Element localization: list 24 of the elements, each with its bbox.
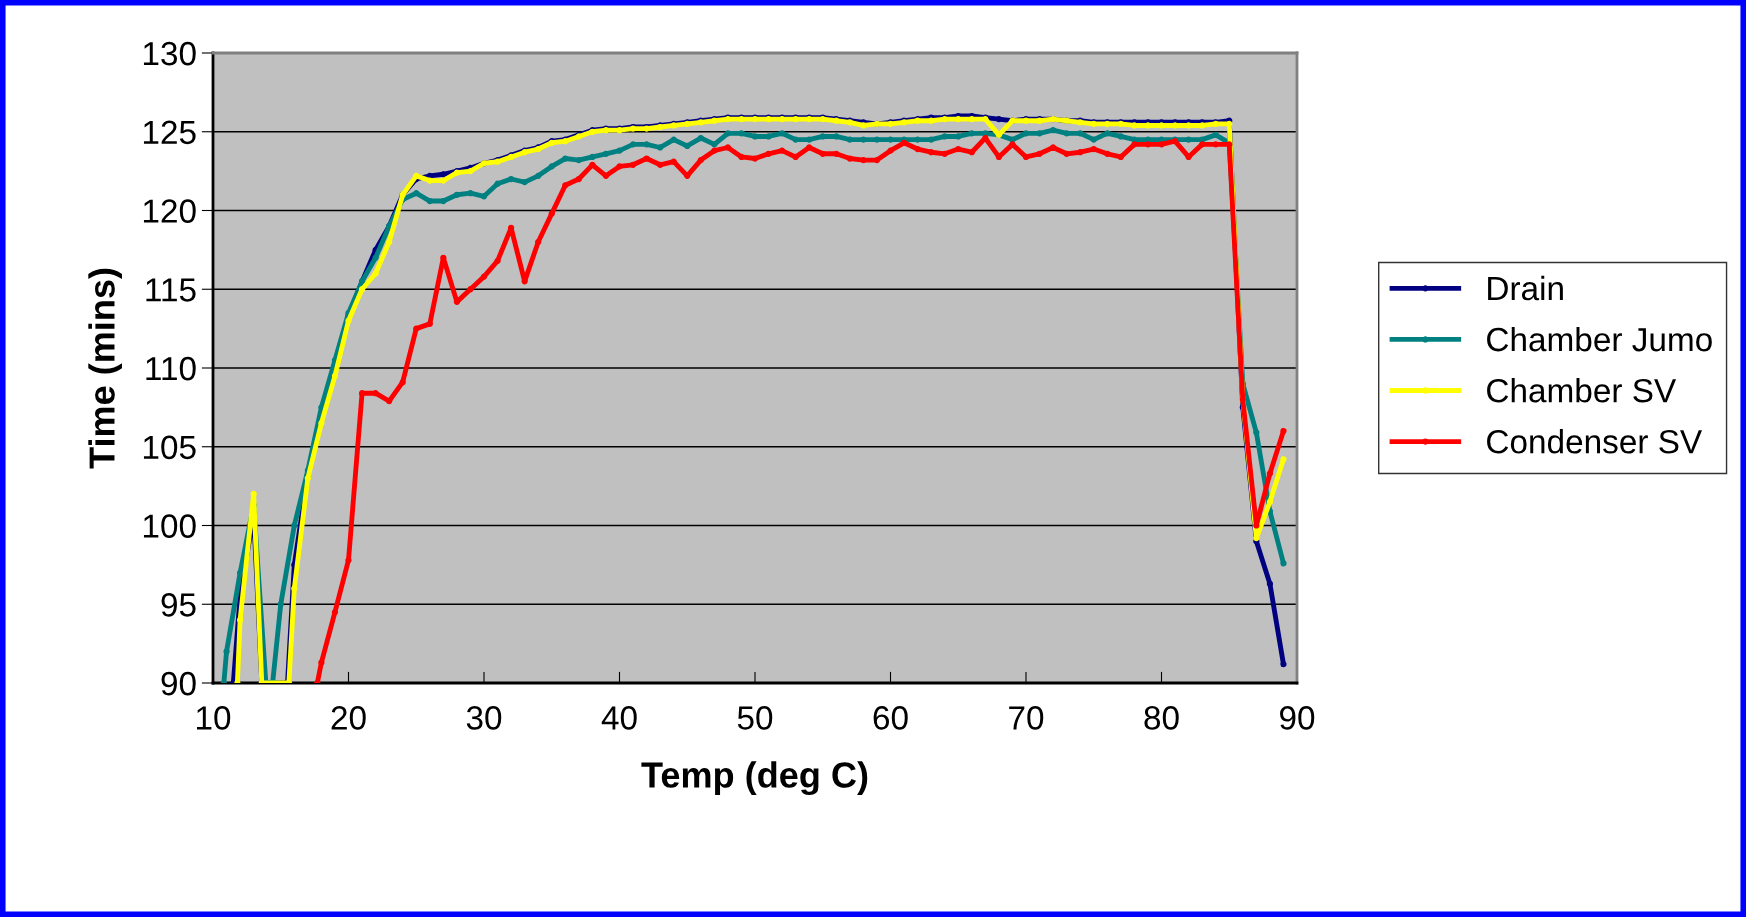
y-tick-label: 120 [143, 199, 196, 223]
y-axis-title: Time (mins) [88, 268, 122, 469]
x-tick-label: 40 [601, 706, 637, 730]
x-axis-title: Temp (deg C) [641, 761, 868, 796]
y-tick-label: 95 [161, 593, 196, 617]
x-tick-label: 10 [197, 706, 231, 730]
legend-label: Chamber Jumo [1487, 326, 1712, 352]
x-tick-label: 70 [1009, 706, 1044, 730]
x-tick-label: 80 [1144, 706, 1179, 730]
x-tick-label: 60 [873, 706, 908, 730]
legend-label: Chamber SV [1487, 378, 1677, 403]
x-tick-label: 50 [737, 706, 773, 730]
y-tick-label: 115 [146, 278, 196, 302]
y-tick-label: 105 [143, 435, 196, 460]
y-tick-label: 130 [143, 41, 196, 66]
legend-label: Drain [1488, 275, 1563, 301]
y-tick-label: 125 [143, 120, 196, 145]
x-tick-label: 20 [331, 706, 366, 730]
legend-label: Condenser SV [1487, 429, 1703, 454]
y-tick-label: 100 [143, 514, 196, 538]
x-tick-label: 90 [1280, 706, 1315, 730]
x-tick-label: 30 [466, 706, 502, 730]
y-tick-label: 90 [161, 671, 196, 696]
y-tick-label: 110 [146, 356, 196, 381]
